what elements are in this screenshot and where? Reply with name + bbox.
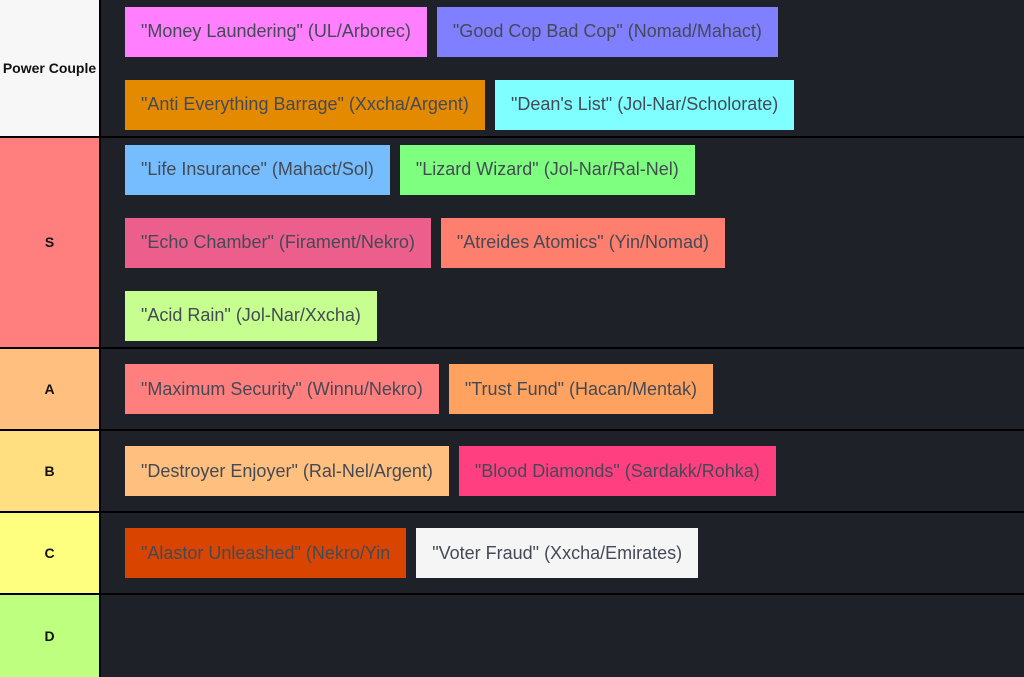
- tier-label[interactable]: A: [0, 349, 101, 429]
- tile-line: "Acid Rain" (Jol-Nar/Xxcha): [125, 290, 1024, 341]
- tier-item[interactable]: "Money Laundering" (UL/Arborec): [125, 6, 427, 57]
- tile-line: "Money Laundering" (UL/Arborec) "Good Cop…: [125, 6, 1024, 57]
- tier-item[interactable]: "Maximum Security" (Winnu/Nekro): [125, 364, 439, 414]
- tier-item[interactable]: "Voter Fraud" (Xxcha/Emirates): [416, 528, 699, 578]
- tier-label[interactable]: S: [0, 138, 101, 347]
- tier-item[interactable]: "Destroyer Enjoyer" (Ral-Nel/Argent): [125, 446, 449, 496]
- tier-drop-zone[interactable]: "Life Insurance" (Mahact/Sol) "Lizard Wiz…: [101, 138, 1024, 347]
- tier-drop-zone[interactable]: "Money Laundering" (UL/Arborec) "Good Cop…: [101, 0, 1024, 136]
- tile-line: "Life Insurance" (Mahact/Sol) "Lizard Wiz…: [125, 144, 1024, 195]
- tier-row: D: [0, 595, 1024, 677]
- tier-row: B "Destroyer Enjoyer" (Ral-Nel/Argent) "Bl…: [0, 431, 1024, 513]
- tier-item[interactable]: "Acid Rain" (Jol-Nar/Xxcha): [125, 290, 377, 341]
- tier-drop-zone[interactable]: "Maximum Security" (Winnu/Nekro) "Trust F…: [101, 349, 1024, 429]
- tier-item[interactable]: "Life Insurance" (Mahact/Sol): [125, 144, 390, 195]
- tier-drop-zone[interactable]: "Destroyer Enjoyer" (Ral-Nel/Argent) "Blo…: [101, 431, 1024, 511]
- tile-line: "Echo Chamber" (Firament/Nekro) "Atreides…: [125, 217, 1024, 268]
- tier-label[interactable]: Power Couple: [0, 0, 101, 136]
- tile-line: "Alastor Unleashed" (Nekro/Yin "Voter Fra…: [125, 528, 1024, 578]
- tile-line: "Destroyer Enjoyer" (Ral-Nel/Argent) "Blo…: [125, 446, 1024, 496]
- tier-item[interactable]: "Echo Chamber" (Firament/Nekro): [125, 217, 431, 268]
- tier-row: S "Life Insurance" (Mahact/Sol) "Lizard Wi…: [0, 138, 1024, 349]
- tier-row: A "Maximum Security" (Winnu/Nekro) "Trust …: [0, 349, 1024, 431]
- tier-label[interactable]: D: [0, 595, 101, 677]
- tier-item[interactable]: "Anti Everything Barrage" (Xxcha/Argent): [125, 79, 485, 130]
- tier-row: C "Alastor Unleashed" (Nekro/Yin "Voter Fr…: [0, 513, 1024, 595]
- tier-item[interactable]: "Trust Fund" (Hacan/Mentak): [448, 364, 714, 414]
- tier-row: Power Couple "Money Laundering" (UL/Arbor…: [0, 0, 1024, 138]
- tier-item[interactable]: "Alastor Unleashed" (Nekro/Yin: [125, 528, 407, 578]
- tier-drop-zone[interactable]: [101, 595, 1024, 677]
- tier-item[interactable]: "Blood Diamonds" (Sardakk/Rohka): [458, 446, 776, 496]
- tile-line: "Anti Everything Barrage" (Xxcha/Argent)…: [125, 79, 1024, 130]
- tier-item[interactable]: "Good Cop Bad Cop" (Nomad/Mahact): [436, 6, 778, 57]
- tier-drop-zone[interactable]: "Alastor Unleashed" (Nekro/Yin "Voter Fra…: [101, 513, 1024, 593]
- tier-item[interactable]: "Dean's List" (Jol-Nar/Scholorate): [494, 79, 795, 130]
- tile-line: "Maximum Security" (Winnu/Nekro) "Trust F…: [125, 364, 1024, 414]
- tier-label[interactable]: B: [0, 431, 101, 511]
- tier-item[interactable]: "Atreides Atomics" (Yin/Nomad): [440, 217, 726, 268]
- tier-item[interactable]: "Lizard Wizard" (Jol-Nar/Ral-Nel): [399, 144, 695, 195]
- tier-label[interactable]: C: [0, 513, 101, 593]
